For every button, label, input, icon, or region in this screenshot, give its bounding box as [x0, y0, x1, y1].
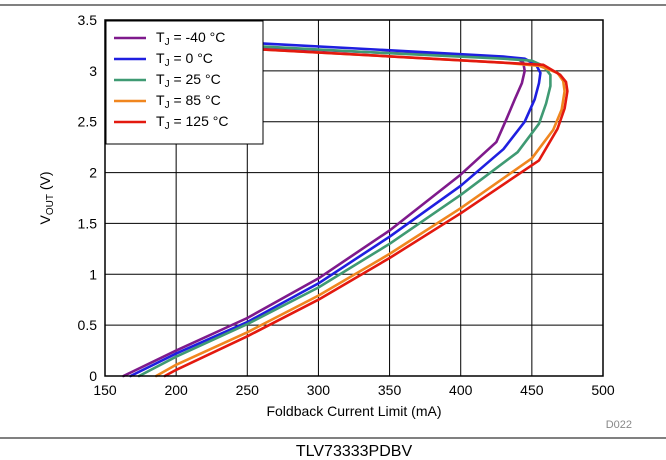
y-tick-label: 3.5	[78, 12, 98, 28]
plot-series	[122, 42, 569, 378]
y-axis-title: VOUT (V)	[37, 171, 56, 224]
x-tick-labels: 150 200 250 300 350 400 450 500	[93, 382, 615, 398]
series-line-2	[137, 45, 552, 378]
y-tick-label: 1	[89, 266, 97, 282]
legend-label-2: TJ = 25 °C	[156, 71, 221, 90]
legend-label-1: TJ = 0 °C	[156, 50, 213, 69]
y-tick-label: 3	[89, 63, 97, 79]
x-axis-title: Foldback Current Limit (mA)	[266, 403, 441, 419]
series-line-4	[163, 48, 569, 378]
x-tick-label: 150	[93, 382, 117, 398]
x-tick-label: 250	[236, 382, 260, 398]
x-tick-label: 450	[520, 382, 544, 398]
figure-caption: TLV73333PDBV	[296, 443, 413, 460]
legend-label-0: TJ = -40 °C	[156, 29, 225, 48]
x-tick-label: 400	[449, 382, 473, 398]
legend: TJ = -40 °C TJ = 0 °C TJ = 25 °C TJ = 85 °C…	[105, 20, 264, 145]
series-line-1	[129, 42, 542, 378]
y-tick-label: 2.5	[78, 114, 98, 130]
y-tick-label: 0.5	[78, 317, 98, 333]
y-tick-label: 2	[89, 165, 97, 181]
y-tick-label: 0	[89, 368, 97, 384]
y-axis-title-main: V	[37, 215, 53, 225]
x-tick-label: 350	[378, 382, 402, 398]
y-tick-label: 1.5	[78, 215, 98, 231]
legend-label-4: TJ = 125 °C	[156, 113, 228, 132]
y-tick-labels: 0 0.5 1 1.5 2 2.5 3 3.5	[78, 12, 98, 384]
figure-id: D022	[606, 419, 632, 431]
legend-box	[105, 20, 264, 145]
y-axis-title-sub: OUT	[45, 194, 56, 215]
y-axis-title-unit: (V)	[37, 171, 53, 194]
legend-label-3: TJ = 85 °C	[156, 92, 221, 111]
x-tick-label: 500	[591, 382, 615, 398]
x-tick-label: 200	[164, 382, 188, 398]
x-tick-label: 300	[307, 382, 331, 398]
plot-frame	[104, 19, 604, 377]
